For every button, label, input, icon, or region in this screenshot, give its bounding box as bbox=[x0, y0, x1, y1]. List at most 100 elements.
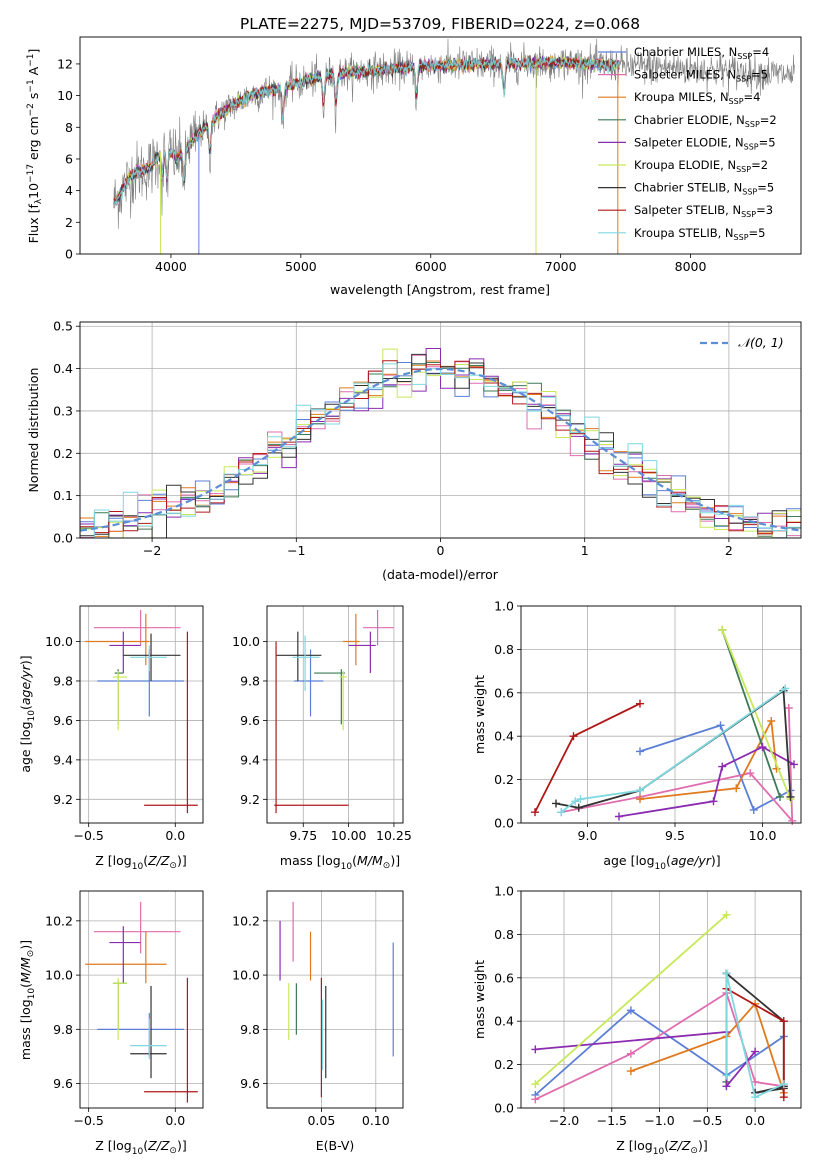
y-tick-label: 9.6 bbox=[240, 1076, 260, 1091]
weight-series bbox=[531, 699, 644, 817]
x-tick-label: 8000 bbox=[675, 259, 707, 274]
ticks: 0.05 0.10 9.6 9.8 10.0 10.2 bbox=[232, 913, 390, 1128]
ticks: 9.0 9.5 10.0 0.0 0.2 0.4 0.6 0.8 1.0 bbox=[494, 599, 776, 844]
x-tick-label: 0.0 bbox=[165, 1113, 185, 1128]
y-axis-label: mass weight bbox=[472, 675, 487, 754]
data-point bbox=[274, 641, 349, 814]
age-vs-metallicity-panel: −0.5 0.0 9.2 9.4 9.6 9.8 10.0 Z [log10(Z/Z⊙)] ag… bbox=[18, 605, 204, 872]
x-tick-label: 9.0 bbox=[578, 828, 598, 843]
y-tick-label: 10 bbox=[57, 88, 73, 103]
weight-marker bbox=[626, 1006, 635, 1015]
weight-marker bbox=[718, 762, 727, 771]
weight-line bbox=[630, 1002, 785, 1094]
x-tick-label: 9.5 bbox=[665, 828, 685, 843]
y-tick-label: 9.2 bbox=[53, 792, 73, 807]
weight-line bbox=[560, 687, 786, 813]
legend-entry: Chabrier MILES, NSSP=4 bbox=[634, 45, 769, 61]
weight-marker bbox=[781, 684, 790, 693]
y-tick-label: 4 bbox=[65, 183, 73, 198]
x-tick-label: 6000 bbox=[415, 259, 447, 274]
data-point bbox=[294, 649, 324, 717]
data-point bbox=[292, 635, 320, 691]
y-tick-label: 9.8 bbox=[240, 673, 260, 688]
y-tick-label: 1.0 bbox=[494, 599, 514, 614]
y-tick-label: 0.1 bbox=[53, 488, 73, 503]
weight-marker bbox=[636, 747, 644, 756]
x-axis-label: mass [log10(M/M⊙)] bbox=[280, 853, 400, 872]
x-tick-label: 10.00 bbox=[331, 828, 367, 843]
y-tick-label: 0.0 bbox=[494, 816, 514, 831]
y-tick-label: 9.4 bbox=[240, 752, 260, 767]
y-tick-label: 0.6 bbox=[494, 685, 514, 700]
weight-marker bbox=[722, 969, 731, 978]
data-point bbox=[85, 931, 167, 984]
data-point bbox=[97, 649, 184, 717]
weight-marker bbox=[786, 792, 795, 801]
weight-marker bbox=[758, 743, 767, 752]
legend-entry: Salpeter STELIB, NSSP=3 bbox=[634, 203, 773, 219]
weight-marker bbox=[779, 1017, 788, 1026]
axes-frame bbox=[79, 321, 802, 539]
legend-entry: Salpeter MILES, NSSP=5 bbox=[634, 68, 768, 84]
legend-entry: Kroupa ELODIE, NSSP=2 bbox=[634, 158, 768, 174]
y-tick-label: 12 bbox=[57, 56, 73, 71]
histogram-series bbox=[80, 363, 801, 538]
weight-line bbox=[534, 1009, 785, 1096]
weight-vs-age-panel: 9.0 9.5 10.0 0.0 0.2 0.4 0.6 0.8 1.0 mass weight a… bbox=[472, 599, 802, 872]
mass-vs-extinction-panel: 0.05 0.10 9.6 9.8 10.0 10.2 E(B-V) bbox=[232, 890, 404, 1153]
y-tick-label: 0.4 bbox=[494, 729, 514, 744]
x-tick-label: 10.0 bbox=[749, 828, 777, 843]
weight-marker bbox=[788, 816, 797, 825]
weight-marker bbox=[626, 1067, 635, 1076]
x-tick-label: −2 bbox=[143, 543, 161, 558]
weight-marker bbox=[531, 1095, 540, 1104]
y-tick-label: 9.8 bbox=[240, 1022, 260, 1037]
y-tick-label: 0.2 bbox=[494, 772, 514, 787]
grid bbox=[267, 606, 403, 823]
y-tick-label: 10.0 bbox=[45, 634, 73, 649]
data-point bbox=[112, 977, 127, 1041]
grid bbox=[80, 606, 203, 823]
weight-marker bbox=[531, 1080, 540, 1089]
data-point bbox=[130, 985, 167, 1079]
y-tick-label: 8 bbox=[65, 120, 73, 135]
data-point bbox=[276, 631, 322, 681]
y-tick-label: 0.2 bbox=[53, 446, 73, 461]
y-tick-label: 10.0 bbox=[232, 634, 260, 649]
x-tick-label: 1 bbox=[581, 543, 589, 558]
y-tick-label: 0.2 bbox=[494, 1057, 514, 1072]
data-point bbox=[144, 631, 198, 814]
weight-marker bbox=[732, 784, 741, 793]
data-point bbox=[109, 631, 141, 674]
weight-series bbox=[557, 684, 790, 817]
axes-frame bbox=[79, 890, 204, 1109]
data-point bbox=[130, 645, 167, 672]
x-axis-label: E(B-V) bbox=[316, 1138, 355, 1153]
y-tick-label: 10.0 bbox=[45, 968, 73, 983]
x-tick-label: 7000 bbox=[545, 259, 577, 274]
weight-marker bbox=[722, 910, 731, 919]
legend-entry: Chabrier STELIB, NSSP=5 bbox=[634, 181, 774, 197]
weight-marker bbox=[569, 732, 578, 741]
y-tick-label: 0.0 bbox=[53, 531, 73, 546]
weight-marker bbox=[574, 803, 583, 812]
y-tick-label: 0.6 bbox=[494, 970, 514, 985]
axes-frame bbox=[520, 605, 802, 824]
data-point bbox=[348, 631, 376, 674]
weight-marker bbox=[636, 786, 644, 795]
x-tick-label: −0.5 bbox=[73, 1113, 103, 1128]
weight-marker bbox=[784, 703, 793, 712]
histograms bbox=[80, 348, 801, 538]
y-axis-label: Flux [fλ10−17 erg cm−2 s−1 A−1] bbox=[26, 49, 44, 244]
x-tick-label: −1.5 bbox=[597, 1113, 627, 1128]
x-axis-label: wavelength [Angstrom, rest frame] bbox=[330, 282, 550, 297]
legend-entry: Chabrier ELODIE, NSSP=2 bbox=[634, 113, 777, 129]
y-tick-label: 9.6 bbox=[53, 713, 73, 728]
x-axis-label: Z [log10(Z/Z⊙)] bbox=[95, 1138, 186, 1157]
model-spectrum bbox=[113, 56, 620, 206]
x-tick-label: 0.0 bbox=[745, 1113, 765, 1128]
data-point bbox=[85, 613, 150, 666]
weight-marker bbox=[746, 769, 755, 778]
weight-marker bbox=[751, 1093, 760, 1102]
